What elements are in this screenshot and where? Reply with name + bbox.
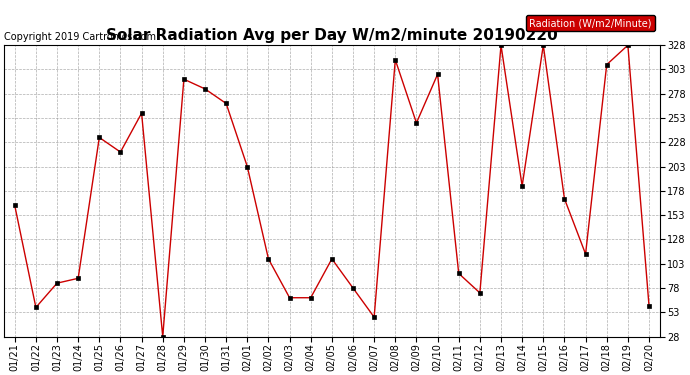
- Text: Copyright 2019 Cartronics.com: Copyright 2019 Cartronics.com: [4, 32, 156, 42]
- Legend: Radiation (W/m2/Minute): Radiation (W/m2/Minute): [526, 15, 655, 31]
- Title: Solar Radiation Avg per Day W/m2/minute 20190220: Solar Radiation Avg per Day W/m2/minute …: [106, 28, 558, 43]
